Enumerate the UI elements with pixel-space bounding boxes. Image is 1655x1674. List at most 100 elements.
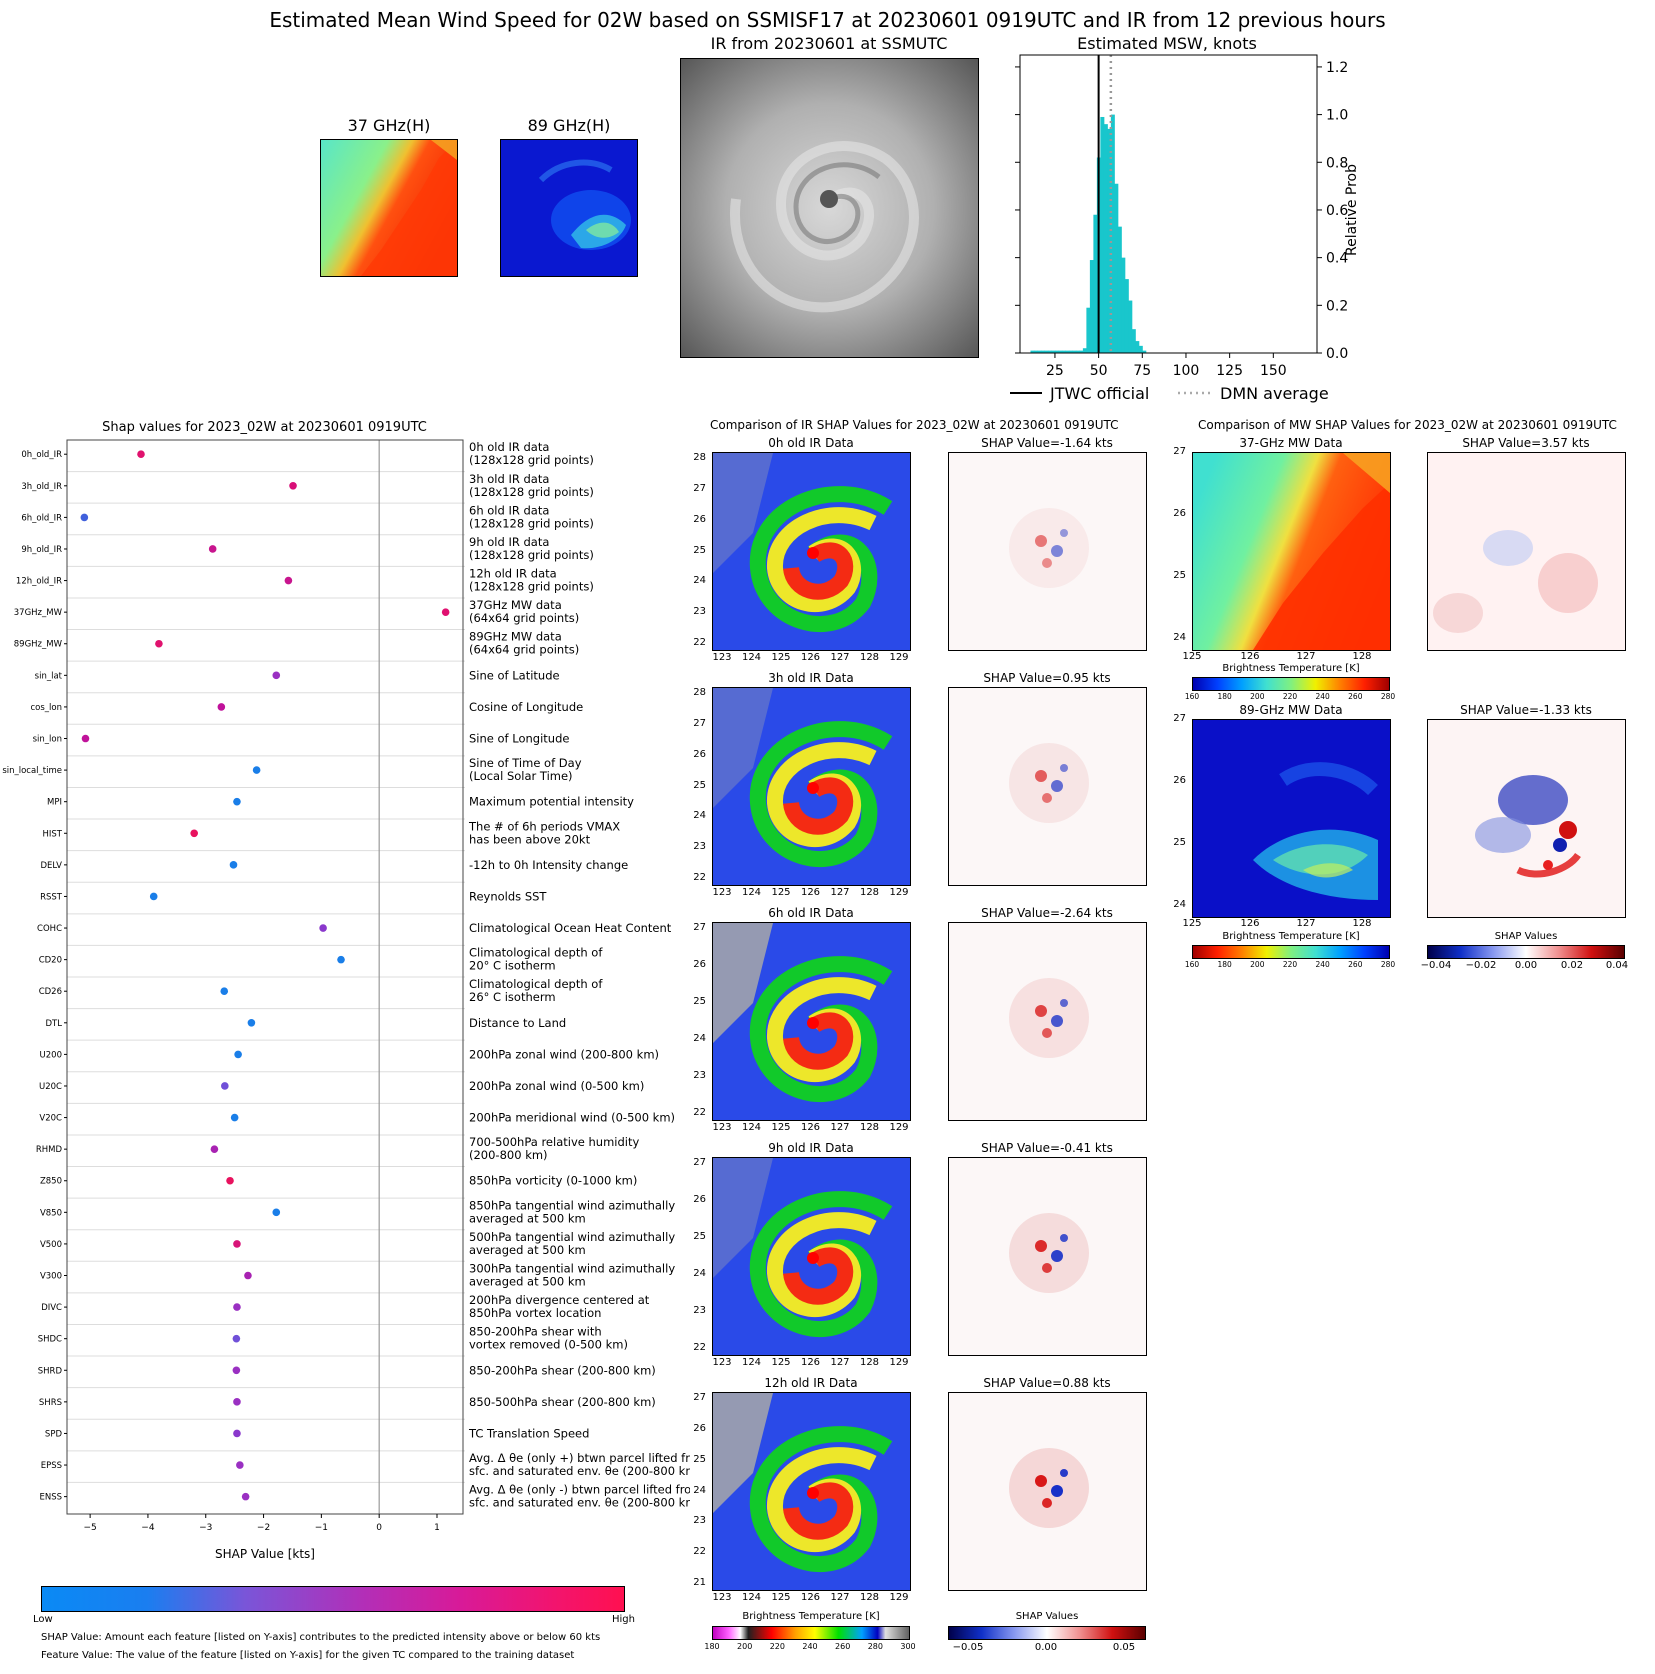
mw-shap-tick: 0.04 bbox=[1605, 960, 1629, 971]
feature-description: Avg. Δ θe (only +) btwn parcel lifted fr… bbox=[469, 1451, 690, 1465]
ir-y-tick: 25 bbox=[693, 996, 706, 1007]
mw-bt-tick: 160 bbox=[1184, 960, 1200, 969]
shap-tick: −0.05 bbox=[952, 1642, 984, 1653]
ir-x-tick: 126 bbox=[800, 887, 821, 898]
ir-y-tick: 26 bbox=[693, 1194, 706, 1205]
ir-x-tick: 127 bbox=[830, 652, 850, 663]
bt-tick: 260 bbox=[835, 1642, 851, 1651]
mw-bt-tick: 220 bbox=[1282, 692, 1298, 701]
shap-point bbox=[233, 1240, 241, 1248]
ir-x-tick: 125 bbox=[771, 1592, 791, 1603]
mw-bt-tick: 180 bbox=[1217, 960, 1232, 969]
shap-point bbox=[441, 608, 450, 616]
mw-x-tick: 126 bbox=[1240, 651, 1260, 662]
ir-x-tick: 125 bbox=[771, 1357, 791, 1368]
shap-point bbox=[220, 987, 229, 996]
histogram-bar bbox=[1142, 350, 1147, 353]
histogram-bar bbox=[1068, 350, 1073, 353]
shap-point bbox=[241, 1492, 250, 1501]
histogram-bar bbox=[1089, 260, 1094, 353]
shap-point bbox=[232, 1334, 241, 1343]
feature-name-label: SHDC bbox=[38, 1335, 62, 1345]
feature-description: (Local Solar Time) bbox=[469, 769, 573, 783]
shap-point bbox=[247, 1019, 256, 1027]
histogram-bar bbox=[1110, 114, 1115, 353]
feature-description: vortex removed (0-500 km) bbox=[469, 1338, 628, 1352]
footnote-shap: SHAP Value: Amount each feature [listed … bbox=[41, 1632, 601, 1643]
ir-shap-image bbox=[948, 922, 1147, 1121]
shap-xlabel: SHAP Value [kts] bbox=[215, 1547, 315, 1561]
y-tick-label: 0.6 bbox=[1326, 203, 1348, 219]
ir-y-tick: 26 bbox=[693, 513, 706, 525]
ir-y-tick: 26 bbox=[693, 748, 706, 760]
feature-name-label: V850 bbox=[40, 1208, 62, 1218]
histogram-bar bbox=[1093, 214, 1098, 353]
feature-description: 200hPa zonal wind (0-500 km) bbox=[469, 1079, 644, 1093]
ir-x-tick: 123 bbox=[712, 1357, 732, 1368]
ir-y-tick: 27 bbox=[693, 922, 706, 933]
ir-y-tick: 27 bbox=[693, 717, 706, 729]
feature-name-label: DTL bbox=[46, 1019, 63, 1029]
y-tick-label: 0.2 bbox=[1326, 298, 1348, 314]
feature-description: Climatological Ocean Heat Content bbox=[469, 921, 672, 935]
histogram-bar bbox=[1135, 341, 1140, 353]
feature-description: 200hPa divergence centered at bbox=[469, 1293, 650, 1307]
feature-name-label: DIVC bbox=[41, 1303, 62, 1313]
feature-description: (128x128 grid points) bbox=[469, 548, 594, 562]
feature-description: Climatological depth of bbox=[469, 977, 603, 991]
mw-bt-tick: 200 bbox=[1250, 960, 1265, 969]
feature-name-label: cos_lon bbox=[30, 703, 62, 713]
mw-x-tick: 127 bbox=[1296, 918, 1316, 929]
x-tick-label: −4 bbox=[141, 1523, 155, 1533]
ir-data-title: 0h old IR Data bbox=[768, 436, 854, 450]
ir-shap-title: SHAP Value=0.88 kts bbox=[983, 1376, 1111, 1390]
msw-histogram: 25 50 75 100 125 150 0.0 0.2 0.4 0.6 0.8 1.0 1.2 JTW… bbox=[1010, 54, 1360, 403]
shap-point bbox=[137, 450, 145, 459]
feature-name-label: 3h_old_IR bbox=[21, 482, 62, 492]
ir-y-tick: 26 bbox=[693, 1422, 706, 1434]
mw89-shap-title: SHAP Value=-1.33 kts bbox=[1460, 703, 1592, 717]
ir-y-tick: 23 bbox=[693, 1070, 706, 1081]
shap-point bbox=[284, 576, 293, 585]
feature-description: averaged at 500 km bbox=[469, 1275, 586, 1289]
histogram-bar bbox=[1131, 329, 1136, 353]
ir-comparison-title: Comparison of IR SHAP Values for 2023_02… bbox=[710, 418, 1119, 432]
shap-point bbox=[81, 734, 90, 743]
ir-shap-image bbox=[948, 1392, 1147, 1591]
feature-name-label: 12h_old_IR bbox=[16, 577, 62, 587]
ir-y-tick: 28 bbox=[693, 687, 706, 698]
feature-name-label: sin_lon bbox=[33, 735, 62, 745]
histogram-bar bbox=[1114, 183, 1119, 353]
feature-name-label: SHRS bbox=[39, 1398, 62, 1408]
histogram-bar bbox=[1037, 350, 1042, 353]
feature-name-label: 9h_old_IR bbox=[21, 545, 62, 555]
ir-y-tick: 23 bbox=[693, 1305, 706, 1316]
histogram-bar bbox=[1124, 279, 1129, 353]
ir-shap-title: SHAP Value=-2.64 kts bbox=[981, 906, 1113, 920]
ir-y-tick: 28 bbox=[693, 452, 706, 463]
feature-description: sfc. and saturated env. θe (200-800 km) bbox=[469, 1496, 690, 1510]
x-tick-label: 75 bbox=[1133, 363, 1151, 379]
histogram-bar bbox=[1058, 350, 1063, 353]
ir-x-tick: 129 bbox=[889, 1592, 909, 1603]
ir-x-tick: 124 bbox=[741, 652, 762, 663]
ir-data-image bbox=[712, 687, 911, 886]
x-tick-label: 100 bbox=[1173, 363, 1200, 379]
feature-name-label: SHRD bbox=[38, 1366, 63, 1376]
shap-tick: 0.05 bbox=[1112, 1642, 1136, 1653]
ir-x-tick: 126 bbox=[800, 1592, 821, 1603]
feature-name-label: ENSS bbox=[39, 1493, 62, 1503]
feature-description: 6h old IR data bbox=[469, 503, 549, 517]
shap-point bbox=[244, 1271, 252, 1280]
feature-description: averaged at 500 km bbox=[469, 1243, 586, 1257]
shap-point bbox=[232, 1366, 241, 1375]
feature-description: Maximum potential intensity bbox=[469, 795, 634, 809]
histogram-bar bbox=[1072, 350, 1077, 353]
feature-name-label: COHC bbox=[37, 924, 62, 934]
y-tick-label: 1.2 bbox=[1326, 60, 1348, 76]
mw-y-tick: 25 bbox=[1173, 837, 1186, 848]
ir-x-tick: 123 bbox=[712, 652, 732, 663]
mw-bt-tick: 260 bbox=[1348, 692, 1363, 701]
ir-y-tick: 23 bbox=[693, 1515, 706, 1527]
mw-comparison-title: Comparison of MW SHAP Values for 2023_02… bbox=[1198, 418, 1617, 432]
